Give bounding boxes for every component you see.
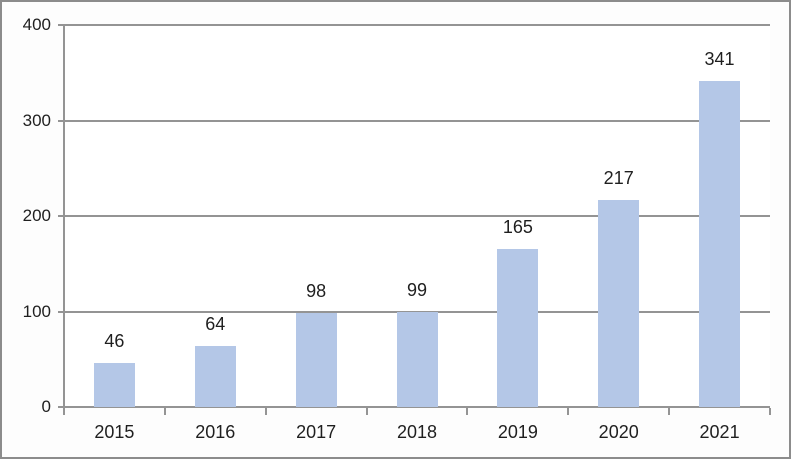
x-tick-label: 2021 <box>699 422 740 442</box>
x-tick-label: 2016 <box>195 422 236 442</box>
bar-value-label: 99 <box>406 280 428 301</box>
bar-value-label: 64 <box>205 313 226 334</box>
gridline <box>64 310 770 313</box>
x-axis-tick <box>264 408 267 415</box>
x-axis-tick <box>63 408 65 415</box>
x-axis-tick <box>365 408 368 415</box>
x-axis-tick <box>668 408 671 415</box>
bar <box>396 312 438 407</box>
gridline <box>64 215 770 217</box>
y-tick-label: 200 <box>22 206 51 225</box>
bar <box>194 345 236 407</box>
y-tick-label: 300 <box>22 110 51 130</box>
bar-value-label: 165 <box>502 217 533 238</box>
x-axis-tick <box>769 408 771 415</box>
gridline <box>64 406 770 408</box>
bar <box>93 363 135 407</box>
x-axis-tick <box>567 408 570 415</box>
y-tick-label: 400 <box>22 15 51 34</box>
y-axis-tick <box>58 215 64 217</box>
x-tick-label: 2018 <box>396 422 438 442</box>
x-tick-label: 2015 <box>94 422 135 442</box>
bar-value-label: 341 <box>704 49 735 70</box>
y-axis-tick <box>58 310 64 313</box>
y-tick-label: 100 <box>22 301 51 321</box>
bar-value-label: 46 <box>104 331 125 352</box>
y-axis-tick <box>58 24 64 26</box>
x-tick-label: 2020 <box>598 422 639 442</box>
gridline <box>64 119 770 122</box>
bar <box>699 81 741 407</box>
y-axis-line <box>63 25 65 415</box>
x-axis-tick <box>466 408 469 415</box>
y-tick-label: 0 <box>41 397 51 416</box>
x-tick-label: 2017 <box>296 422 337 442</box>
bar <box>295 313 337 407</box>
y-axis-tick <box>58 406 64 408</box>
bar <box>598 199 640 407</box>
bar-value-label: 217 <box>603 167 634 188</box>
y-axis-tick <box>58 119 64 122</box>
bar <box>497 249 539 407</box>
x-axis-tick <box>163 408 166 415</box>
bar-value-label: 98 <box>306 281 327 302</box>
gridline <box>64 24 770 26</box>
x-tick-label: 2019 <box>497 422 538 442</box>
